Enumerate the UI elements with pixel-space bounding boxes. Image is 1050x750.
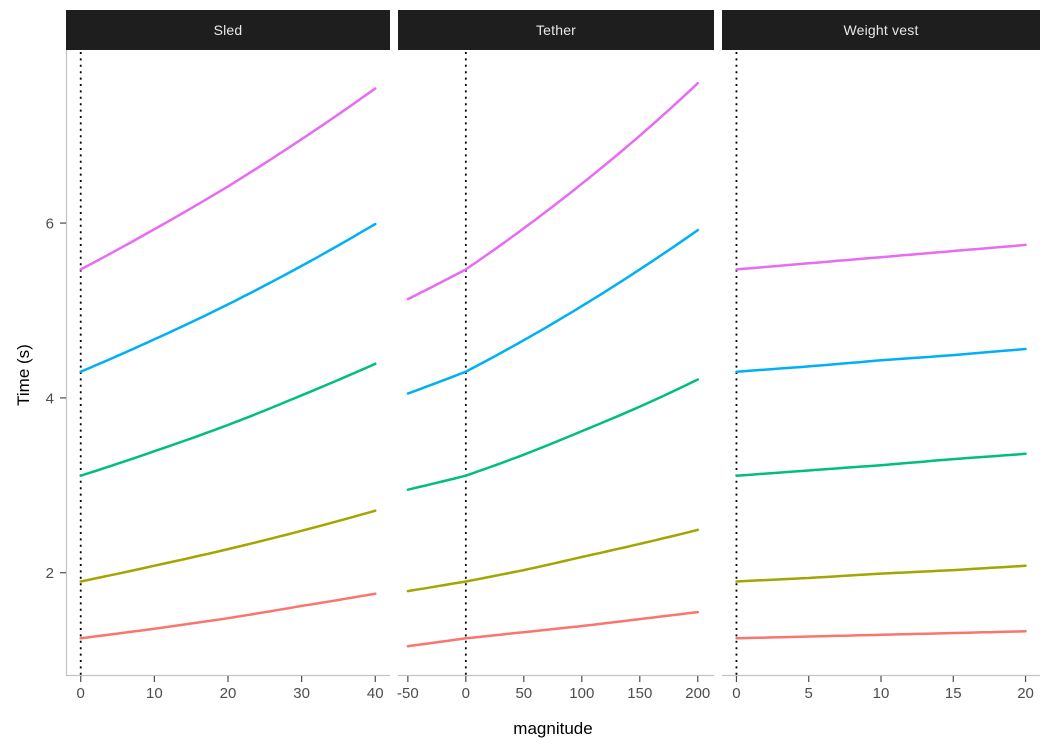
line-series-1 xyxy=(79,592,377,640)
facet-strip-weight-vest: Weight vest xyxy=(722,10,1040,50)
y-tick-label: 4 xyxy=(46,390,54,407)
facet-strip-tether: Tether xyxy=(398,10,714,50)
x-tick-label: 30 xyxy=(293,685,310,702)
x-axis-title: magnitude xyxy=(513,719,593,738)
x-tick-label: 20 xyxy=(1017,685,1034,702)
y-tick-label: 6 xyxy=(46,216,54,233)
line-series-1 xyxy=(406,610,700,648)
x-tick-label: 200 xyxy=(685,685,710,702)
x-tick-label: 10 xyxy=(146,685,163,702)
x-tick-label: 50 xyxy=(515,685,532,702)
line-series-5 xyxy=(735,243,1027,271)
x-tick-label: 5 xyxy=(805,685,813,702)
facet-strip-label: Sled xyxy=(213,22,243,38)
line-series-2 xyxy=(735,564,1027,583)
line-series-3 xyxy=(735,452,1027,477)
line-series-4 xyxy=(406,228,700,395)
line-series-1 xyxy=(735,630,1027,640)
x-tick-label: 15 xyxy=(945,685,962,702)
line-series-2 xyxy=(406,528,700,593)
x-tick-label: 100 xyxy=(569,685,594,702)
line-series-3 xyxy=(79,362,377,477)
line-series-5 xyxy=(406,81,700,301)
facet-strip-label: Tether xyxy=(535,22,577,38)
facet-strip-sled: Sled xyxy=(66,10,390,50)
facet-strip-label: Weight vest xyxy=(843,22,919,38)
x-tick-label: 0 xyxy=(77,685,85,702)
x-tick-label: 20 xyxy=(220,685,237,702)
line-series-2 xyxy=(79,509,377,583)
line-series-4 xyxy=(79,222,377,373)
line-series-4 xyxy=(735,347,1027,373)
x-tick-label: -50 xyxy=(397,685,419,702)
x-tick-label: 150 xyxy=(627,685,652,702)
x-tick-label: 40 xyxy=(367,685,384,702)
y-tick-label: 2 xyxy=(46,565,54,582)
x-tick-label: 0 xyxy=(462,685,470,702)
line-series-3 xyxy=(406,378,700,491)
x-tick-label: 10 xyxy=(873,685,890,702)
x-tick-label: 0 xyxy=(732,685,740,702)
line-series-5 xyxy=(79,87,377,271)
